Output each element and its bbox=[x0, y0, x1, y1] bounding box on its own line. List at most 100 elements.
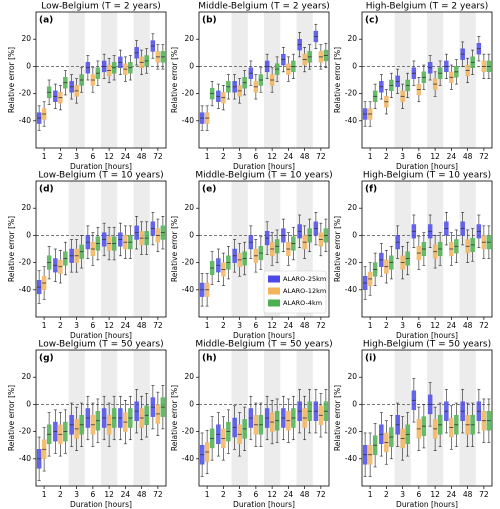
x-tick-label: 48 bbox=[137, 321, 147, 330]
x-tick-label: 3 bbox=[74, 152, 79, 161]
chart-title: High-Belgium (T = 10 years) bbox=[363, 171, 491, 181]
y-tick-label: -20 bbox=[19, 89, 31, 98]
chart-title: High-Belgium (T = 50 years) bbox=[363, 340, 491, 350]
x-tick-label: 2 bbox=[58, 152, 63, 161]
y-tick-label: 0 bbox=[26, 61, 31, 70]
panel-label: (g) bbox=[39, 354, 54, 364]
chart-title: Middle-Belgium (T = 2 years) bbox=[198, 2, 330, 12]
x-axis-label: Duration [hours] bbox=[233, 162, 295, 171]
y-tick-label: 0 bbox=[352, 61, 357, 70]
x-tick-label: 72 bbox=[153, 490, 163, 499]
y-tick-label: -40 bbox=[19, 285, 31, 294]
axes-frame bbox=[35, 180, 167, 318]
y-tick-label: 0 bbox=[26, 399, 31, 408]
y-axis-label: Relative error [%] bbox=[170, 385, 179, 451]
axes-frame bbox=[198, 349, 330, 487]
chart-title: Low-Belgium (T = 10 years) bbox=[38, 171, 163, 181]
x-tick-label: 48 bbox=[300, 490, 310, 499]
y-axis-label: Relative error [%] bbox=[333, 47, 342, 113]
x-tick-label: 72 bbox=[316, 321, 326, 330]
x-tick-label: 12 bbox=[104, 490, 114, 499]
panel-label: (a) bbox=[39, 16, 53, 26]
y-axis-label: Relative error [%] bbox=[333, 216, 342, 282]
axes-frame bbox=[35, 11, 167, 149]
panel-label: (i) bbox=[365, 354, 376, 364]
panel-label: (c) bbox=[365, 16, 379, 26]
x-tick-label: 72 bbox=[479, 490, 489, 499]
x-tick-label: 12 bbox=[104, 321, 114, 330]
shade-band bbox=[394, 12, 411, 148]
x-tick-label: 3 bbox=[237, 321, 242, 330]
x-tick-label: 12 bbox=[430, 152, 440, 161]
x-tick-label: 6 bbox=[253, 321, 258, 330]
x-tick-label: 48 bbox=[137, 152, 147, 161]
x-tick-label: 6 bbox=[253, 152, 258, 161]
chart-title: Middle-Belgium (T = 50 years) bbox=[195, 340, 332, 350]
x-tick-label: 12 bbox=[267, 321, 277, 330]
x-tick-label: 1 bbox=[368, 152, 373, 161]
x-tick-label: 3 bbox=[74, 321, 79, 330]
x-tick-label: 72 bbox=[479, 321, 489, 330]
x-tick-label: 48 bbox=[300, 152, 310, 161]
legend-swatch bbox=[268, 287, 280, 295]
legend-label: ALARO-4km bbox=[283, 299, 322, 307]
y-axis-label: Relative error [%] bbox=[170, 47, 179, 113]
y-tick-label: -40 bbox=[345, 285, 357, 294]
x-tick-label: 3 bbox=[237, 152, 242, 161]
x-tick-label: 1 bbox=[205, 152, 210, 161]
y-tick-label: -40 bbox=[345, 454, 357, 463]
x-tick-label: 1 bbox=[42, 321, 47, 330]
x-tick-label: 48 bbox=[463, 321, 473, 330]
axes-frame bbox=[35, 349, 167, 487]
x-tick-label: 72 bbox=[316, 152, 326, 161]
x-axis-label: Duration [hours] bbox=[70, 162, 132, 171]
x-tick-label: 12 bbox=[267, 152, 277, 161]
x-tick-label: 48 bbox=[463, 490, 473, 499]
x-tick-label: 24 bbox=[284, 152, 294, 161]
y-tick-label: -20 bbox=[345, 89, 357, 98]
x-axis-label: Duration [hours] bbox=[233, 500, 295, 509]
x-tick-label: 6 bbox=[416, 321, 421, 330]
y-axis-label: Relative error [%] bbox=[7, 47, 16, 113]
x-tick-label: 6 bbox=[90, 321, 95, 330]
axes-frame bbox=[198, 180, 330, 318]
chart-title: Middle-Belgium (T = 10 years) bbox=[195, 171, 332, 181]
x-tick-label: 72 bbox=[479, 152, 489, 161]
x-axis-label: Duration [hours] bbox=[396, 331, 458, 340]
y-tick-label: 20 bbox=[347, 203, 357, 212]
x-tick-label: 48 bbox=[300, 321, 310, 330]
x-tick-label: 72 bbox=[153, 152, 163, 161]
x-tick-label: 12 bbox=[430, 490, 440, 499]
y-tick-label: 20 bbox=[184, 203, 194, 212]
x-tick-label: 2 bbox=[221, 490, 226, 499]
x-tick-label: 2 bbox=[384, 152, 389, 161]
y-tick-label: 20 bbox=[21, 372, 31, 381]
panel-label: (f) bbox=[365, 185, 377, 195]
y-tick-label: 20 bbox=[184, 34, 194, 43]
y-tick-label: 0 bbox=[26, 230, 31, 239]
panel-label: (e) bbox=[202, 185, 216, 195]
legend-swatch bbox=[268, 299, 280, 307]
y-tick-label: 0 bbox=[189, 61, 194, 70]
x-tick-label: 2 bbox=[384, 321, 389, 330]
x-tick-label: 6 bbox=[416, 490, 421, 499]
axes-frame bbox=[198, 11, 330, 149]
x-tick-label: 24 bbox=[284, 321, 294, 330]
x-tick-label: 72 bbox=[153, 321, 163, 330]
y-tick-label: -40 bbox=[19, 454, 31, 463]
x-tick-label: 24 bbox=[121, 321, 131, 330]
x-tick-label: 12 bbox=[267, 490, 277, 499]
panel-label: (b) bbox=[202, 16, 217, 26]
y-tick-label: 0 bbox=[189, 230, 194, 239]
shade-band bbox=[133, 12, 150, 148]
x-tick-label: 1 bbox=[42, 152, 47, 161]
x-tick-label: 24 bbox=[447, 321, 457, 330]
x-tick-label: 12 bbox=[430, 321, 440, 330]
x-tick-label: 12 bbox=[104, 152, 114, 161]
panel-label: (h) bbox=[202, 354, 217, 364]
x-tick-label: 1 bbox=[205, 321, 210, 330]
x-tick-label: 2 bbox=[384, 490, 389, 499]
